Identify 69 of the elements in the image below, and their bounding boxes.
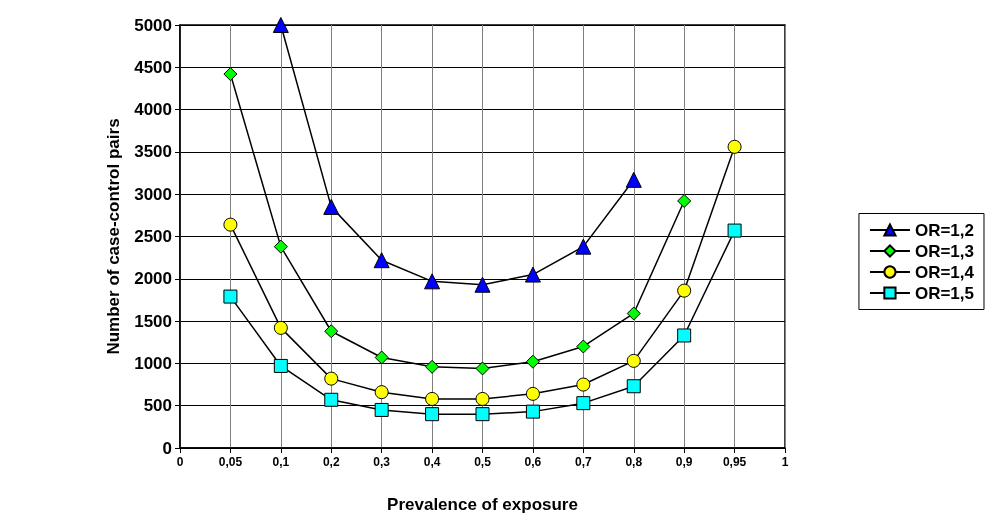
y-tick-label: 3000 — [134, 184, 172, 204]
x-tick-label: 0,05 — [218, 455, 243, 469]
y-tick-label: 5000 — [134, 15, 172, 35]
legend-label: OR=1,3 — [914, 241, 974, 261]
point — [677, 193, 692, 208]
point — [223, 289, 238, 304]
point — [425, 359, 440, 374]
point — [475, 407, 490, 422]
point — [374, 402, 389, 417]
point — [373, 252, 390, 269]
x-tick-label: 0,95 — [722, 455, 747, 469]
point — [374, 350, 389, 365]
point — [677, 328, 692, 343]
point — [525, 354, 540, 369]
point — [626, 306, 641, 321]
point — [626, 353, 641, 368]
point — [273, 358, 288, 373]
y-tick-label: 1000 — [134, 353, 172, 373]
point — [525, 404, 540, 419]
point — [625, 171, 642, 188]
x-tick-label: 0,7 — [574, 455, 592, 469]
point — [524, 266, 541, 283]
x-tick-label: 0,2 — [322, 455, 340, 469]
x-tick-label: 0,9 — [675, 455, 693, 469]
point — [576, 377, 591, 392]
point — [273, 239, 288, 254]
point — [425, 407, 440, 422]
point — [727, 139, 742, 154]
x-tick-label: 0,5 — [474, 455, 492, 469]
point — [727, 223, 742, 238]
x-tick-label: 0,4 — [423, 455, 441, 469]
point — [324, 371, 339, 386]
y-tick-label: 4500 — [134, 57, 172, 77]
point — [575, 238, 592, 255]
y-tick-label: 500 — [143, 396, 172, 416]
point — [475, 361, 490, 376]
x-axis-title: Prevalence of exposure — [387, 495, 578, 514]
point — [424, 273, 441, 290]
x-tick-label: 0,3 — [373, 455, 391, 469]
x-tick-label: 0,8 — [625, 455, 643, 469]
y-tick-label: 2000 — [134, 269, 172, 289]
legend-label: OR=1,4 — [914, 262, 975, 282]
point — [374, 385, 389, 400]
y-tick-label: 1500 — [134, 311, 172, 331]
point — [273, 320, 288, 335]
point — [323, 198, 340, 215]
point — [576, 396, 591, 411]
y-tick-label: 2500 — [134, 227, 172, 246]
legend-label: OR=1,5 — [914, 283, 974, 303]
point — [324, 392, 339, 407]
point — [272, 17, 289, 33]
point — [223, 67, 238, 82]
point — [474, 276, 491, 293]
x-tick-label: 0 — [176, 455, 184, 469]
point — [475, 391, 490, 406]
y-tick-label: 3500 — [134, 142, 172, 162]
y-axis-title: Number of case-control pairs — [104, 118, 123, 355]
point — [223, 217, 238, 232]
legend-label: OR=1,2 — [914, 220, 974, 240]
point — [324, 324, 339, 339]
x-tick-label: 1 — [781, 455, 789, 469]
x-tick-label: 0,1 — [272, 455, 290, 469]
point — [626, 379, 641, 394]
x-tick-label: 0,6 — [524, 455, 542, 469]
y-tick-label: 4000 — [134, 100, 172, 120]
point — [576, 339, 591, 354]
point — [677, 283, 692, 298]
point — [425, 391, 440, 406]
point — [525, 386, 540, 401]
